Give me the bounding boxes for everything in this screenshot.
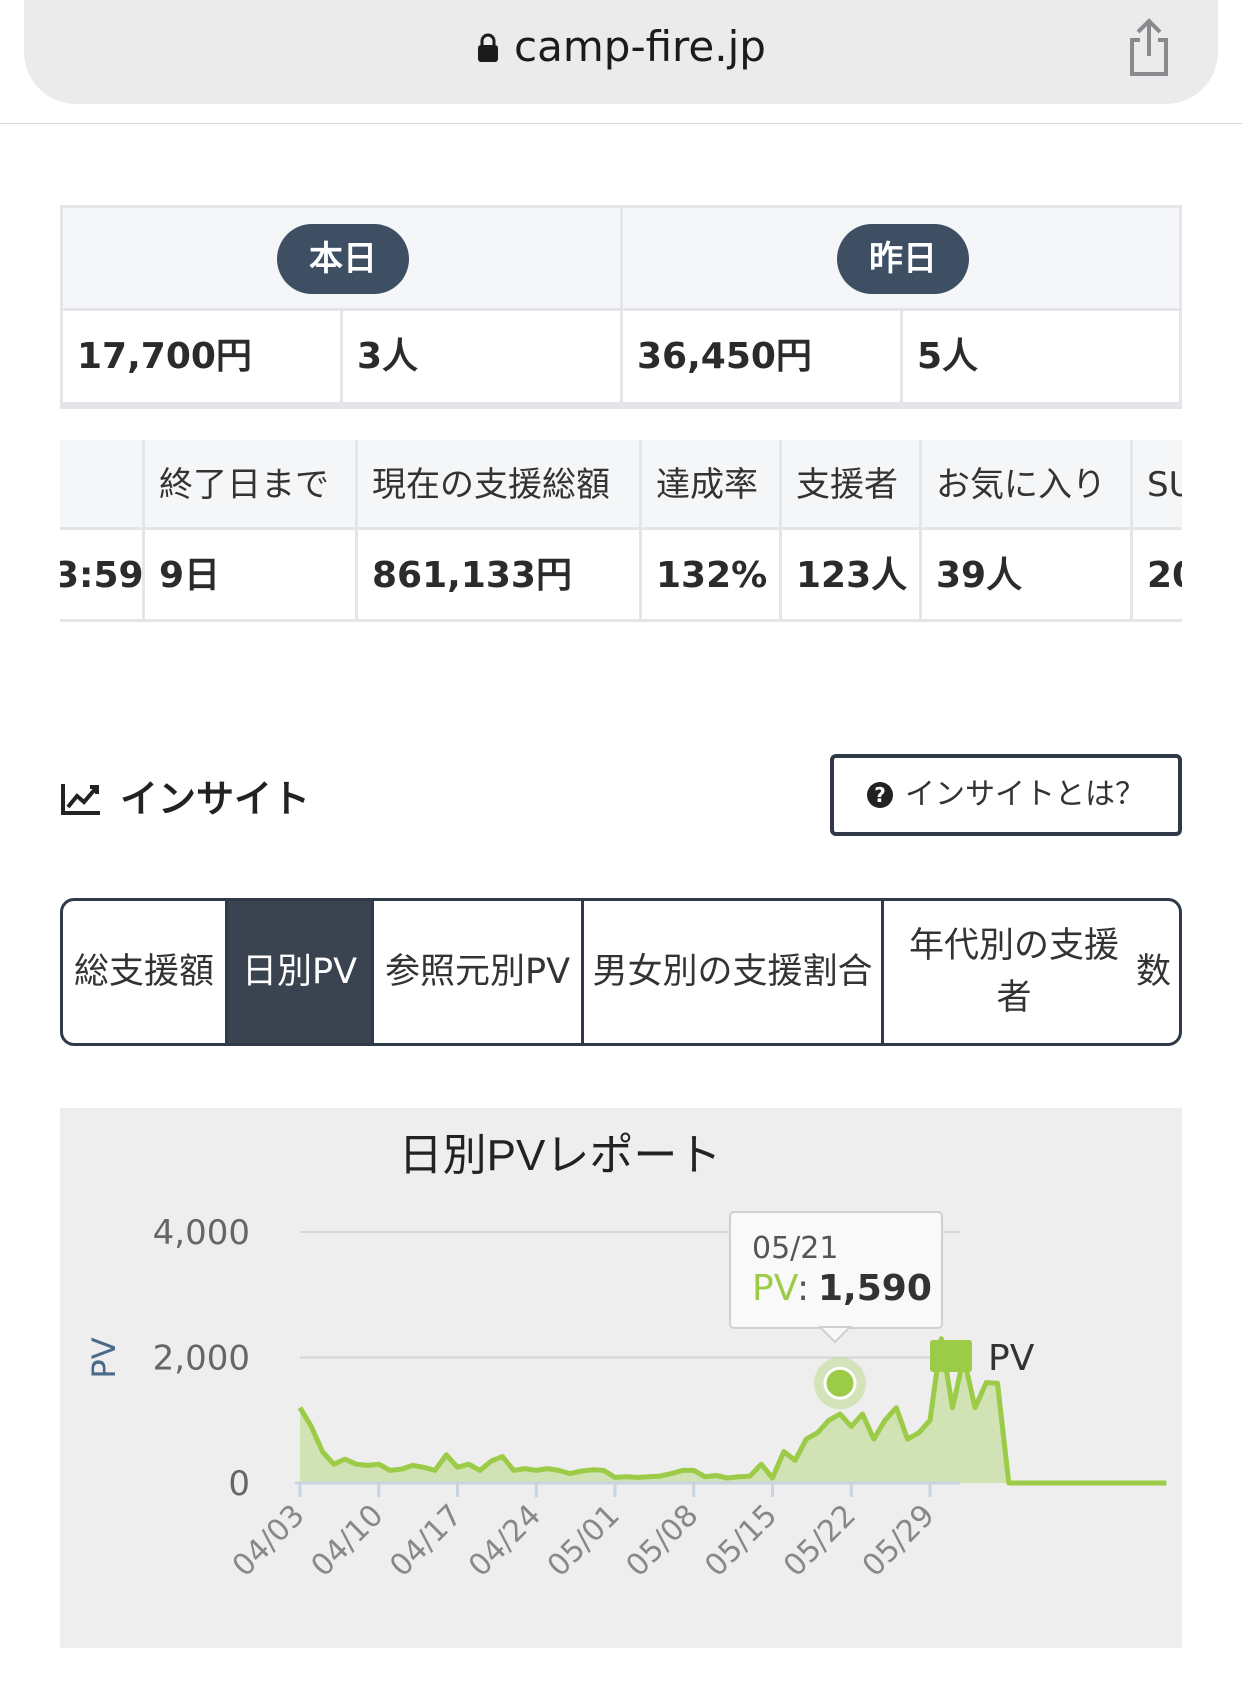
x-tick-label: 05/08 bbox=[620, 1498, 706, 1584]
tab-gender-ratio[interactable]: 男女別の支援割合 bbox=[584, 901, 884, 1043]
today-amount: 17,700円 bbox=[63, 311, 343, 402]
tab-label-line: 男女別の支援割 bbox=[592, 952, 838, 992]
insight-help-label: インサイトとは？ bbox=[905, 777, 1145, 812]
stats-value-rate: 132% bbox=[642, 530, 782, 622]
tab-label-line: 額 bbox=[179, 952, 215, 992]
y-tick-label: 4,000 bbox=[153, 1213, 250, 1253]
insight-title-text: インサイト bbox=[120, 777, 311, 821]
x-tick-label: 05/22 bbox=[777, 1498, 863, 1584]
address-bar[interactable]: camp-fire.jp bbox=[24, 0, 1218, 104]
tab-label-line: 数 bbox=[1135, 952, 1171, 992]
today-header: 本日 bbox=[63, 208, 623, 311]
stats-header-favorites: お気に入り bbox=[922, 440, 1133, 530]
yesterday-amount: 36,450円 bbox=[623, 311, 903, 402]
stats-header-backers: 支援者 bbox=[782, 440, 922, 530]
question-icon: ? bbox=[867, 782, 893, 808]
chart-title: 日別PVレポート bbox=[399, 1131, 722, 1180]
insight-help-button[interactable]: ? インサイトとは？ bbox=[830, 754, 1182, 836]
legend-label: PV bbox=[988, 1338, 1035, 1379]
stats-value-favorites: 39人 bbox=[922, 530, 1133, 622]
yesterday-badge: 昨日 bbox=[837, 224, 969, 294]
tooltip-series: PV bbox=[752, 1268, 799, 1309]
x-tick-label: 04/24 bbox=[462, 1498, 548, 1584]
y-axis-label: PV bbox=[85, 1337, 123, 1378]
tab-label-line: 参照元別 bbox=[384, 952, 525, 992]
y-tick-label: 2,000 bbox=[153, 1339, 250, 1379]
line-chart-icon bbox=[61, 784, 100, 815]
lock-icon bbox=[478, 33, 499, 62]
yesterday-backers: 5人 bbox=[917, 336, 979, 377]
daily-pv-chart: 日別PVレポート 0 2,000 4,000 PV 04/03 04/10 04/17 04/2… bbox=[60, 1108, 1182, 1648]
insight-heading: インサイト bbox=[60, 768, 310, 823]
pv-area bbox=[300, 1338, 1167, 1483]
project-stats-table[interactable]: 終了日まで 現在の支援総額 達成率 支援者 お気に入り SU 3:59 9日 8… bbox=[60, 440, 1182, 630]
url-text: camp-fire.jp bbox=[514, 22, 766, 71]
x-tick-label: 04/03 bbox=[226, 1498, 312, 1584]
tab-label-line: 合 bbox=[837, 952, 873, 992]
tab-label-line: 年代別の支援者 bbox=[908, 926, 1119, 1018]
stats-value-days-left: 9日 bbox=[145, 530, 358, 622]
x-tick-label: 04/10 bbox=[305, 1498, 391, 1584]
tooltip-date: 05/21 bbox=[752, 1231, 838, 1266]
stats-header-rate: 達成率 bbox=[642, 440, 782, 530]
stats-header-days-left: 終了日まで bbox=[145, 440, 358, 530]
tooltip-pointer bbox=[817, 1326, 853, 1344]
tab-label-line: 日別 bbox=[241, 952, 312, 992]
y-tick-label: 0 bbox=[228, 1464, 250, 1504]
tab-referrer-pv[interactable]: 参照元別 PV bbox=[374, 901, 584, 1043]
insight-tabs: 総支援額 日別 PV 参照元別 PV 男女別の支援割合 年代別の支援者数 bbox=[60, 898, 1182, 1046]
tab-label-line: PV bbox=[311, 952, 358, 992]
x-tick-label: 05/29 bbox=[856, 1498, 942, 1584]
tab-label-line: 総支援 bbox=[73, 952, 179, 992]
x-tick-label: 05/15 bbox=[698, 1498, 784, 1584]
x-tick-label: 05/01 bbox=[541, 1498, 627, 1584]
tooltip-value: 1,590 bbox=[818, 1268, 932, 1309]
tab-daily-pv[interactable]: 日別 PV bbox=[228, 901, 374, 1043]
legend-swatch bbox=[930, 1340, 972, 1372]
stats-header-su: SU bbox=[1133, 440, 1182, 530]
highlight-point bbox=[823, 1366, 857, 1400]
share-icon[interactable] bbox=[1124, 18, 1174, 78]
stats-value-time: 3:59 bbox=[60, 530, 145, 622]
today-backers: 3人 bbox=[343, 311, 623, 402]
tooltip-colon: : bbox=[797, 1268, 809, 1309]
stats-value-su: 20 bbox=[1133, 530, 1182, 622]
tab-label-line: PV bbox=[524, 952, 571, 992]
today-badge: 本日 bbox=[277, 224, 409, 294]
yesterday-header: 昨日 bbox=[623, 208, 1179, 311]
daily-summary-card: 本日 昨日 17,700円 3人 36,450円 5人 bbox=[60, 205, 1182, 405]
stats-header-total: 現在の支援総額 bbox=[358, 440, 642, 530]
x-tick-label: 04/17 bbox=[383, 1498, 469, 1584]
pv-series-line bbox=[297, 1336, 1167, 1486]
stats-value-total: 861,133円 bbox=[358, 530, 642, 622]
tab-total-support[interactable]: 総支援額 bbox=[63, 901, 228, 1043]
stats-header-cell bbox=[60, 440, 145, 530]
browser-chrome: camp-fire.jp bbox=[0, 0, 1242, 124]
chart-svg: 日別PVレポート 0 2,000 4,000 PV 04/0304/1004/1704/2… bbox=[85, 1131, 1167, 1584]
tab-age-backers[interactable]: 年代別の支援者数 bbox=[884, 901, 1179, 1043]
url-display[interactable]: camp-fire.jp bbox=[24, 22, 1218, 71]
stats-value-backers: 123人 bbox=[782, 530, 922, 622]
